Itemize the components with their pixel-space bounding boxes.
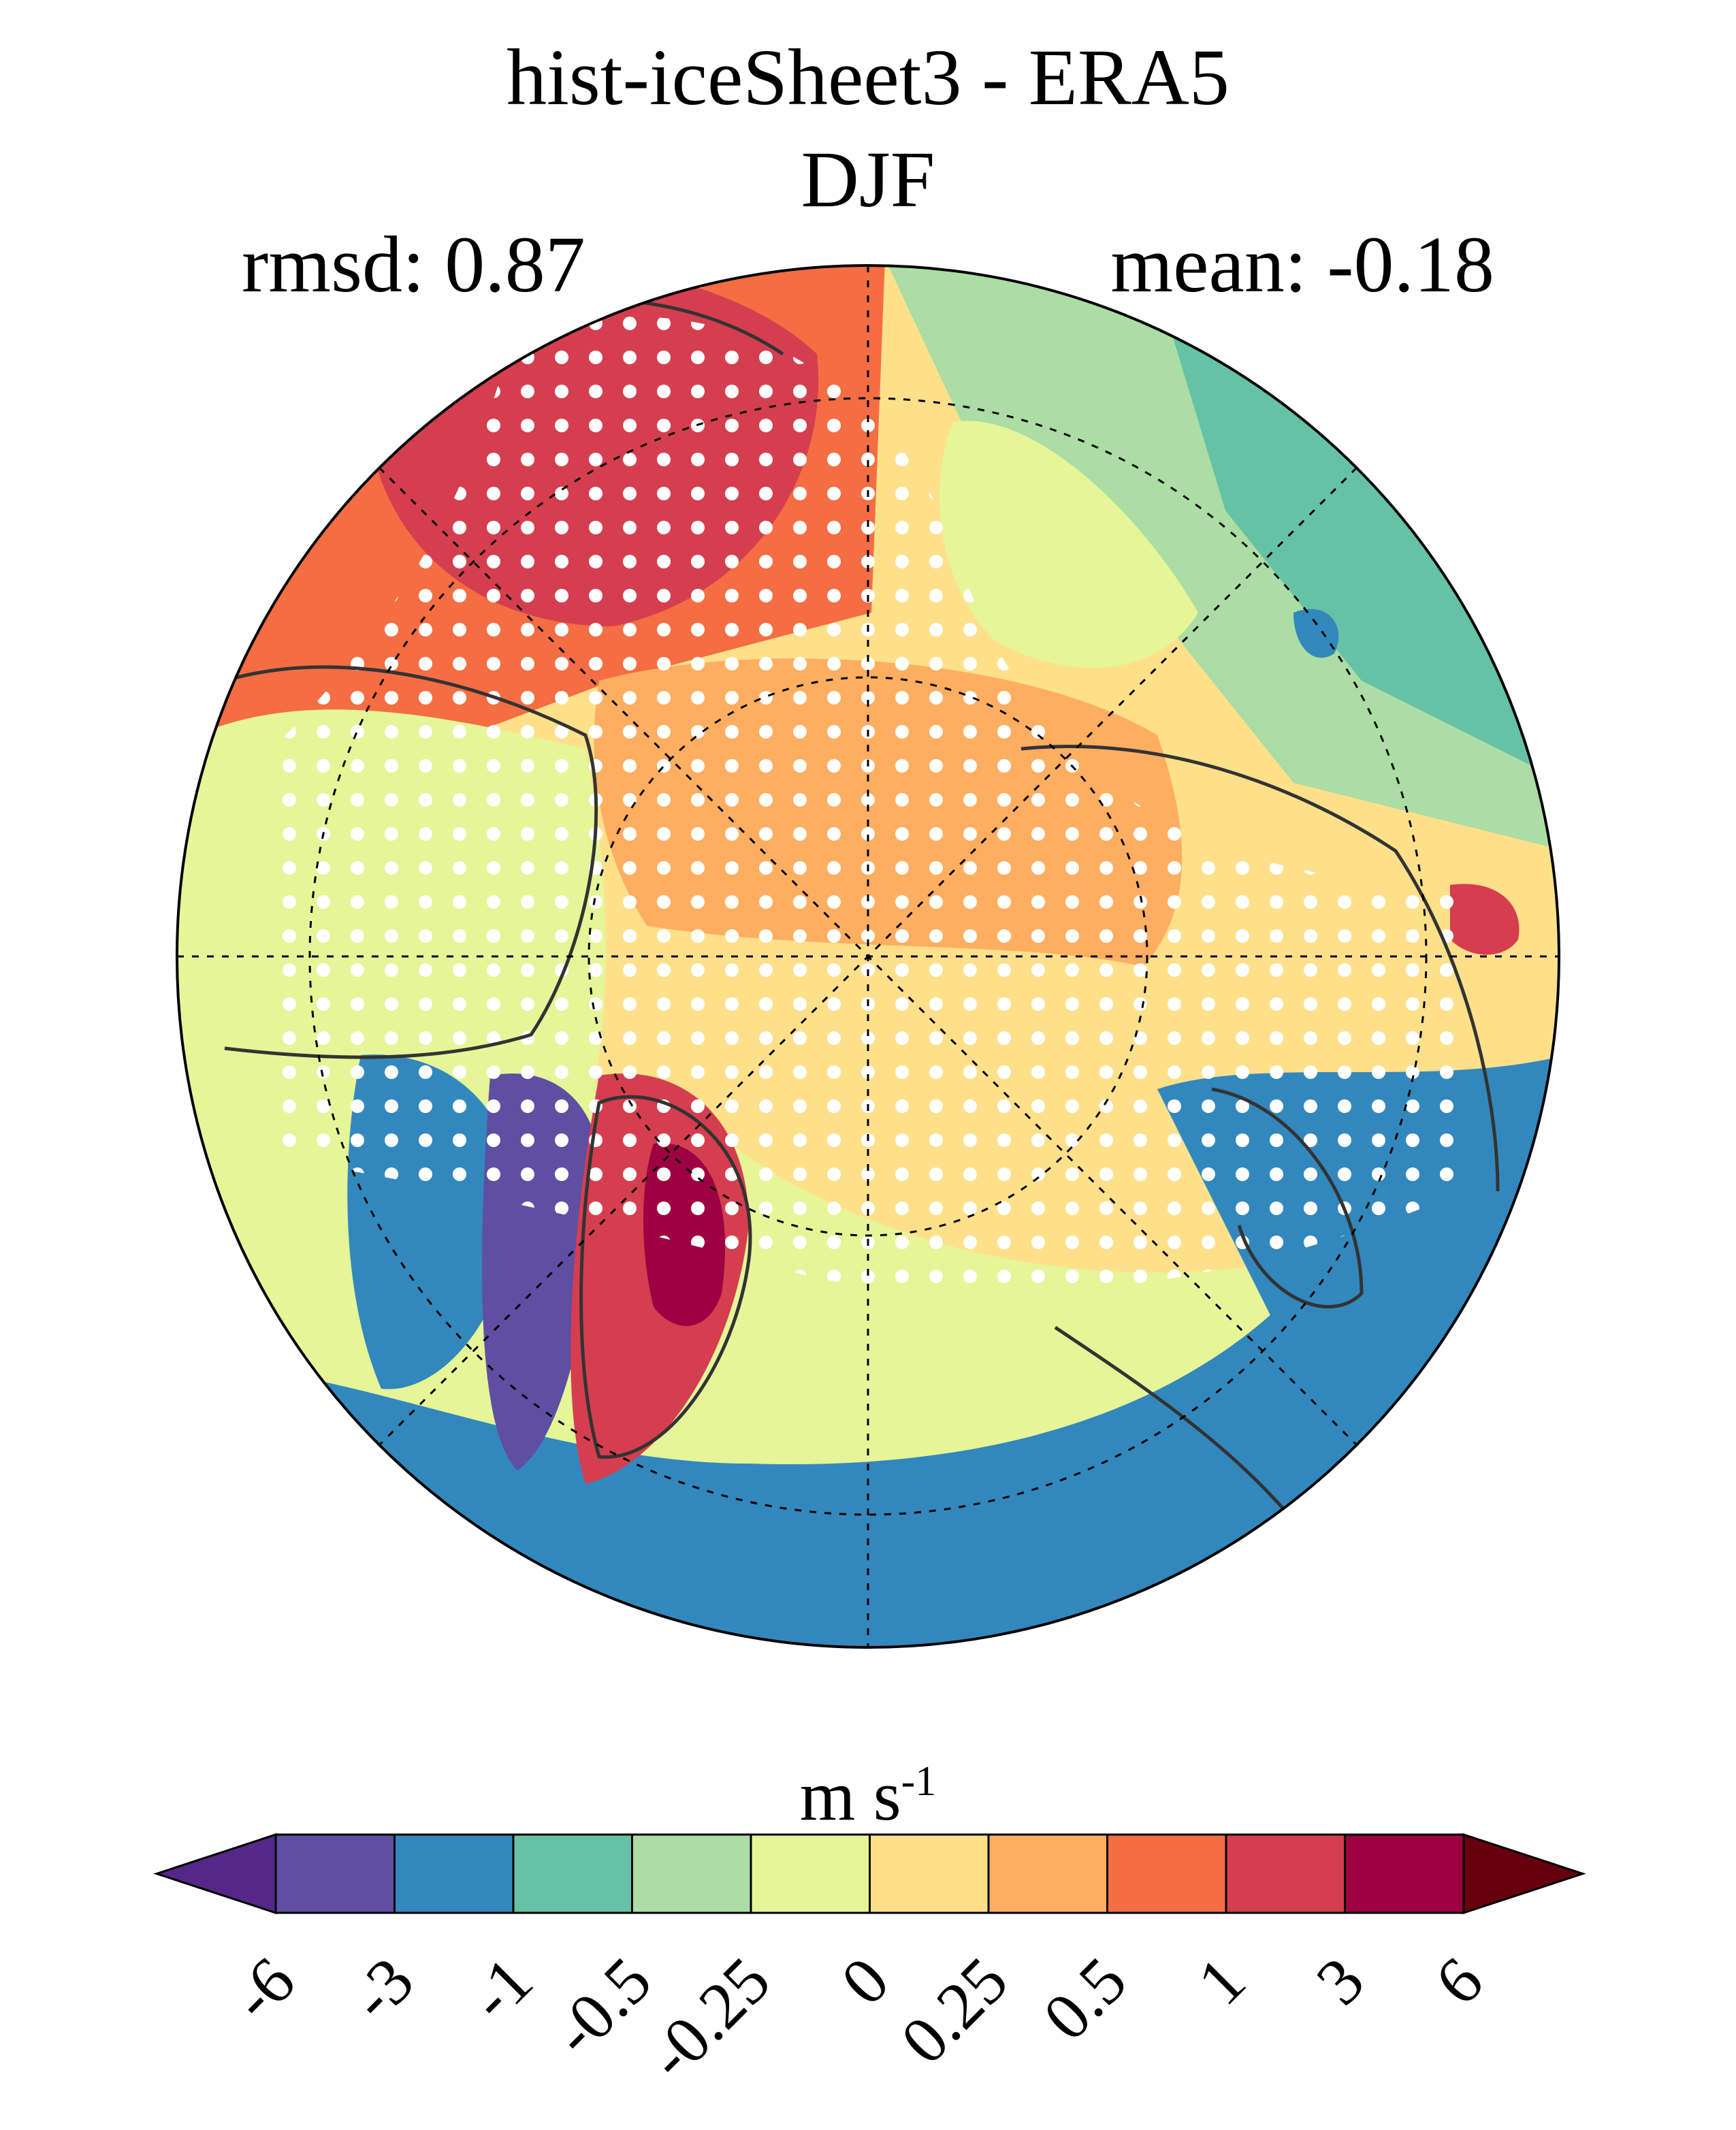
colorbar-tick-label: 3	[1303, 1943, 1379, 2019]
map-field	[177, 265, 1559, 1647]
colorbar-box	[274, 1833, 396, 1914]
colorbar: -6 -3 -1-0.5-0.25 00.25 0.5 1 3 6	[153, 1833, 1586, 2094]
coastlines	[224, 297, 1500, 1567]
colorbar-extend-low	[153, 1833, 277, 1915]
units-base: m s	[799, 1756, 901, 1835]
polar-map	[176, 264, 1560, 1649]
colorbar-units: m s-1	[0, 1760, 1736, 1831]
colorbar-box	[631, 1833, 752, 1914]
units-exponent: -1	[901, 1758, 937, 1805]
colorbar-box	[393, 1833, 515, 1914]
colorbar-tick-label: 0	[828, 1943, 903, 2019]
season-label: DJF	[801, 135, 935, 224]
field-negative-atlantic	[177, 1089, 1559, 1647]
colorbar-tick-labels: -6 -3 -1-0.5-0.25 00.25 0.5 1 3 6	[218, 1943, 1497, 2094]
colorbar-box	[1344, 1833, 1465, 1914]
colorbar-box	[1225, 1833, 1346, 1914]
mean-label: mean: -0.18	[1110, 220, 1494, 309]
colorbar-extend-high	[1462, 1833, 1586, 1915]
field-beaufort	[939, 421, 1198, 668]
colorbar-tick-label: -0.25	[634, 1943, 784, 2094]
colorbar-tick-label: -3	[336, 1943, 428, 2035]
colorbar-tick-label: 6	[1421, 1943, 1497, 2019]
colorbar-tick-label: -1	[455, 1943, 547, 2035]
field-bering-positive	[1450, 884, 1520, 955]
colorbar-tick-label: 1	[1184, 1943, 1259, 2019]
colorbar-box	[987, 1833, 1108, 1914]
rmsd-label: rmsd: 0.87	[242, 220, 585, 309]
colorbar-tick-label: 0.25	[887, 1943, 1022, 2078]
map-title: hist-iceSheet3 - ERA5	[507, 33, 1229, 122]
colorbar-bar	[153, 1833, 1586, 1915]
colorbar-tick-label: 0.5	[1030, 1943, 1141, 2054]
colorbar-box	[512, 1833, 633, 1914]
map-boundary	[176, 264, 1560, 1649]
colorbar-box	[1106, 1833, 1227, 1914]
field-pacific-negative	[1293, 609, 1339, 658]
colorbar-box	[750, 1833, 871, 1914]
graticule	[177, 265, 1559, 1647]
colorbar-tick-label: -6	[218, 1943, 309, 2035]
colorbar-box	[869, 1833, 990, 1914]
